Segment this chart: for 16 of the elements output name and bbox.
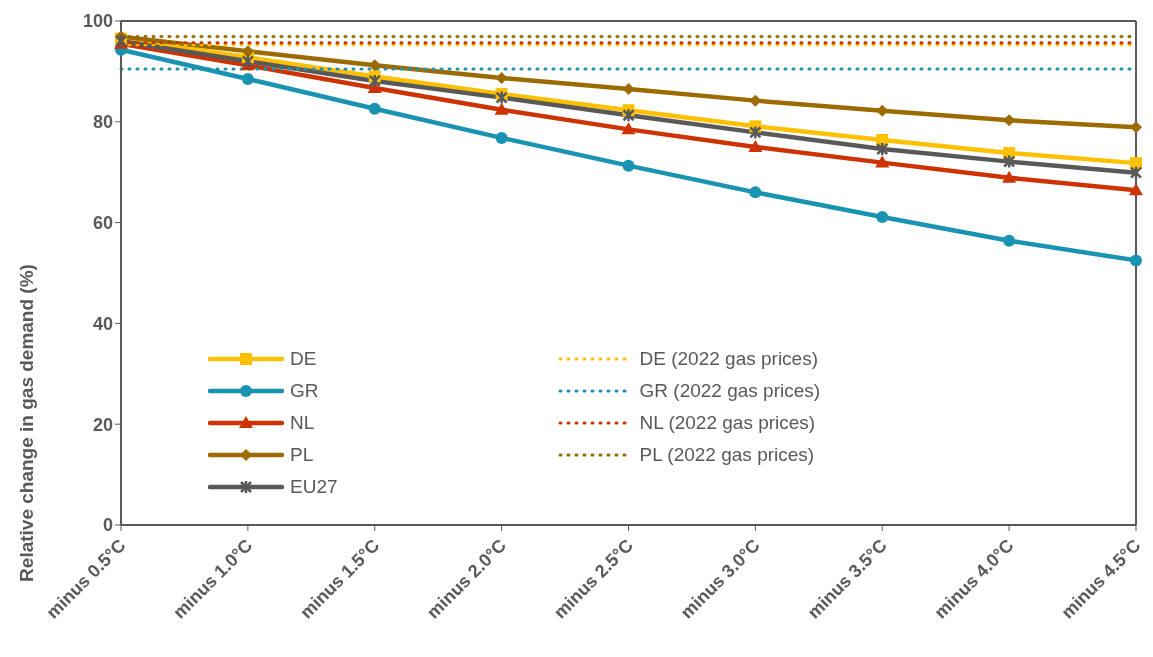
legend-label: DE (2022 gas prices) <box>639 348 818 370</box>
y-tick-label: 0 <box>102 515 113 536</box>
y-tick-label: 60 <box>92 212 113 233</box>
legend-label: DE <box>290 348 317 370</box>
y-tick-label: 100 <box>82 11 113 32</box>
y-tick-label: 20 <box>92 414 113 435</box>
y-tick-label: 40 <box>92 313 113 334</box>
y-tick-label: 80 <box>92 112 113 133</box>
legend-label: EU27 <box>290 476 338 498</box>
legend-label: GR (2022 gas prices) <box>639 380 821 402</box>
y-axis-title: Relative change in gas demand (%) <box>15 264 37 582</box>
legend-label: PL (2022 gas prices) <box>639 444 815 466</box>
legend-label: NL (2022 gas prices) <box>639 412 816 434</box>
legend-label: NL <box>290 412 315 434</box>
legend-label: PL <box>290 444 314 466</box>
legend-label: GR <box>290 380 319 402</box>
